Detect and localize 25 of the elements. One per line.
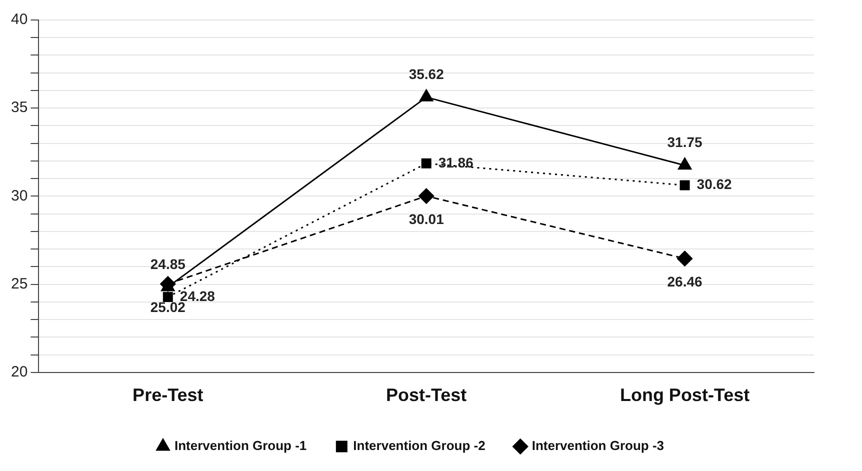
data-label: 35.62: [408, 66, 444, 82]
point: [420, 89, 434, 102]
y-tick-label: 20: [10, 364, 28, 381]
y-tick-label: 30: [10, 187, 28, 204]
legend-label: Intervention Group -2: [353, 438, 486, 454]
data-label: 31.86: [438, 154, 474, 170]
legend-label: Intervention Group -3: [532, 438, 664, 454]
data-label: 30.62: [696, 176, 732, 192]
point: [678, 158, 692, 170]
data-label: 30.01: [408, 210, 444, 227]
y-tick-label: 25: [10, 275, 28, 292]
y-tick-label: 40: [10, 11, 28, 28]
point: [421, 158, 432, 168]
data-label: 26.46: [667, 273, 703, 290]
point: [418, 188, 434, 204]
point: [677, 250, 693, 266]
x-tick-label: Post-Test: [386, 385, 467, 406]
point: [162, 292, 173, 302]
data-label: 31.75: [667, 134, 703, 150]
legend-label: Intervention Group -1: [174, 438, 307, 454]
x-tick-label: Pre-Test: [132, 385, 204, 406]
y-tick-label: 35: [10, 99, 28, 116]
point: [680, 180, 690, 190]
data-label: 24.85: [150, 256, 186, 272]
x-tick-label: Long Post-Test: [620, 385, 750, 406]
